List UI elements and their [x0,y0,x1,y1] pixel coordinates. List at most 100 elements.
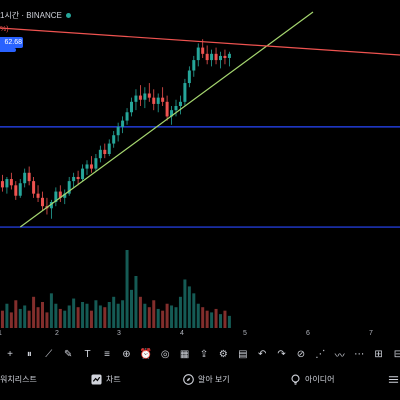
candle-body [219,55,222,61]
tab-chart[interactable]: 차트 [91,372,121,386]
layout-icon[interactable]: ⊟ [393,348,400,360]
volume-bar [178,296,182,328]
text-icon[interactable]: T [84,348,91,360]
candle-body [178,101,182,106]
volume-bar [125,250,129,328]
compass-icon [183,373,194,385]
chart-icon [91,373,102,385]
ruler-icon[interactable]: ⋰ [315,348,326,360]
menu-icon [388,374,399,385]
change-percent: %) [0,26,9,33]
candle-body [143,93,147,100]
volume-bar [174,307,178,328]
candle-body [121,120,125,127]
tab-more[interactable] [388,372,400,386]
undo-icon[interactable]: ↶ [257,348,267,360]
volume-bar [81,302,85,328]
alarm-icon[interactable]: ⏰ [139,348,153,360]
more-icon[interactable]: ⋯ [354,348,365,360]
support-trendline [19,11,314,228]
volume-bar [54,303,58,328]
candle-body [147,93,151,98]
indicator-icon[interactable]: ⏸ [26,348,32,360]
candle-body [18,183,22,196]
volume-bar [103,307,107,328]
pen-icon[interactable]: ✎ [63,348,73,360]
candle-body [196,47,200,61]
volume-bar [23,305,27,328]
symbol-title[interactable]: 1시간 · BINANCE [0,11,62,20]
volume-bar [210,312,214,328]
settings-icon[interactable]: ⚙ [218,348,228,360]
trend-line-icon[interactable]: ⟋ [45,348,53,360]
candle-body [67,181,71,194]
volume-bar [98,305,102,328]
tab-watchlist-label: 워치리스트 [0,374,37,384]
templates-icon[interactable]: ▦ [179,348,190,360]
candle-body [192,60,196,71]
volume-bar [14,300,18,328]
chart-area[interactable]: 1시간 · BINANCE %) 62.68 1 2 3 4 5 6 7 [0,0,400,340]
x-axis-label: 2 [55,330,59,337]
calendar-icon[interactable]: ▤ [238,348,248,360]
candle-body [0,181,4,188]
tab-ideas-label: 아이디어 [305,374,335,384]
volume-bar [45,312,49,328]
candle-body [49,202,53,209]
tab-ideas[interactable]: 아이디어 [290,372,334,386]
volume-bar [36,307,40,328]
tab-chart-label: 차트 [106,374,121,384]
x-axis-label: 4 [180,330,184,337]
bottom-tab-bar: 워치리스트 차트 알아 보기 아이디어 [0,366,400,392]
candle-body [27,172,31,182]
wave-icon[interactable]: 〰 [334,350,345,362]
x-axis: 1 2 3 4 5 6 7 [0,330,400,340]
candle-body [58,191,62,198]
candle-body [112,135,116,144]
tab-watchlist[interactable]: 워치리스트 [0,372,37,386]
candle-body [85,164,89,169]
lightbulb-icon [290,374,301,385]
volume-bar [143,303,147,328]
candle-body [161,97,165,102]
volume-bar [41,302,44,328]
fullscreen-icon[interactable]: ⊞ [374,348,383,360]
volume-bar [72,298,76,328]
volume-bar [112,296,116,328]
candle-body [138,95,142,100]
volume-bar [214,308,218,328]
volume-bar [107,302,111,328]
volume-bar [121,300,125,328]
candle-body [89,164,93,169]
tab-explore-label: 알아 보기 [198,374,230,384]
candle-body [81,168,85,180]
candle-body [9,179,13,186]
share-icon[interactable]: ⇪ [199,348,209,360]
crosshair-icon[interactable]: + [7,348,13,360]
candle-body [32,181,36,194]
price-chart[interactable] [0,0,400,340]
volume-bar [192,293,196,328]
volume-bar [201,307,205,328]
tab-explore[interactable]: 알아 보기 [183,372,230,386]
fib-icon[interactable]: ≡ [104,348,110,360]
candle-body [205,53,209,61]
candle-body [63,193,67,198]
volume-bar [147,307,151,328]
candle-body [98,149,102,159]
volume-bar [196,303,200,328]
volume-bar [89,310,93,328]
candle-body [152,97,156,104]
candle-body [5,179,9,188]
candle-body [54,191,58,202]
redo-icon[interactable]: ↷ [277,348,286,360]
volume-bar [205,310,209,328]
volume-bar [152,300,156,328]
volume-bar [134,276,138,328]
compare-icon[interactable]: ◎ [160,348,170,360]
stop-icon[interactable]: ⊘ [296,348,306,360]
add-icon[interactable]: ⊕ [122,348,131,360]
volume-bar [116,303,120,328]
candle-body [201,47,205,54]
volume-bar [130,289,133,328]
